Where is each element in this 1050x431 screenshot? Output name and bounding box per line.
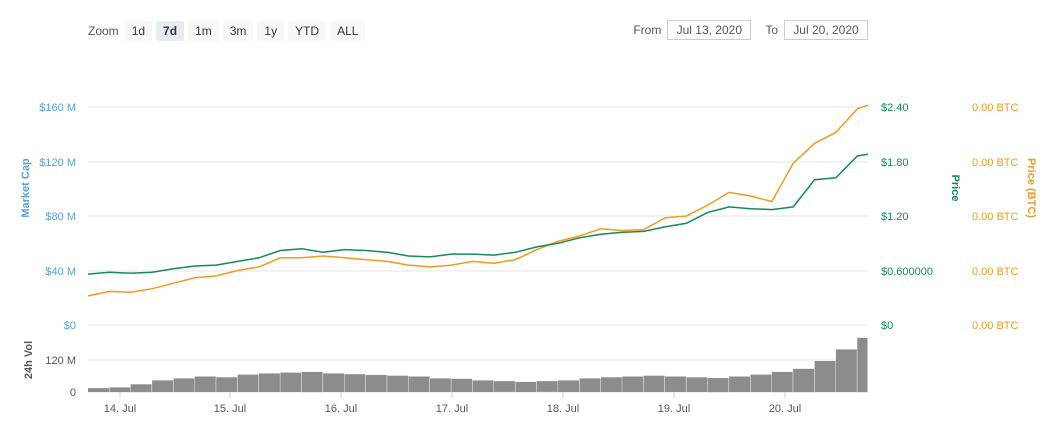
volume-bar (323, 373, 344, 392)
price-btc-axis-title: Price (BTC) (1025, 158, 1037, 218)
volume-bar (707, 378, 729, 393)
volume-bar (665, 376, 686, 392)
volume-axis-title: 24h Vol (23, 341, 35, 379)
volume-bar (600, 377, 622, 392)
market-cap-tick: $160 M (39, 102, 76, 114)
volume-bar (558, 380, 579, 392)
market-cap-tick: $40 M (45, 266, 76, 278)
volume-bar (88, 388, 109, 392)
volume-bar (793, 368, 815, 393)
volume-bar (814, 361, 836, 392)
volume-tick: 0 (70, 387, 76, 399)
x-tick-label: 15. Jul (214, 403, 246, 415)
x-tick-label: 16. Jul (325, 403, 357, 415)
price-btc-tick: 0.00 BTC (972, 211, 1019, 223)
volume-bar (301, 371, 323, 393)
market-cap-tick: $120 M (39, 157, 76, 169)
volume-tick: 120 M (45, 355, 76, 367)
volume-bar (408, 376, 430, 392)
volume-bar (152, 380, 173, 392)
volume-bar (109, 387, 131, 392)
price-tick: $0.600000 (881, 266, 933, 278)
volume-bar (686, 377, 708, 392)
volume-bar (729, 376, 750, 392)
volume-bar (387, 375, 409, 392)
price-axis-title: Price (949, 175, 961, 202)
zoom-3m-button[interactable]: 3m (222, 21, 254, 41)
zoom-label: Zoom (88, 24, 119, 38)
volume-bar (130, 384, 152, 393)
market-cap-tick: $0 (64, 320, 76, 332)
x-tick-label: 17. Jul (436, 403, 468, 415)
zoom-all-button[interactable]: ALL (330, 21, 366, 41)
zoom-7d-button[interactable]: 7d (156, 21, 185, 41)
volume-bar (494, 381, 515, 392)
volume-bar (771, 371, 793, 393)
volume-bar (536, 381, 558, 392)
zoom-bar: Zoom 1d 7d 1m 3m 1y YTD ALL (88, 20, 369, 42)
volume-bar (857, 337, 868, 393)
x-tick-label: 20. Jul (769, 403, 801, 415)
price-usd-line (87, 153, 869, 275)
x-tick-label: 14. Jul (104, 403, 136, 415)
price-btc-tick: 0.00 BTC (972, 102, 1019, 114)
volume-bar (280, 372, 302, 392)
volume-bar (579, 378, 601, 392)
to-date-input[interactable] (784, 20, 868, 40)
price-tick: $1.20 (881, 211, 909, 223)
market-cap-tick: $80 M (45, 211, 76, 223)
volume-bar (835, 349, 857, 392)
x-tick-label: 19. Jul (658, 403, 690, 415)
from-date-input[interactable] (667, 20, 752, 40)
price-btc-tick: 0.00 BTC (972, 320, 1019, 332)
volume-bar (429, 378, 451, 392)
zoom-ytd-button[interactable]: YTD (288, 21, 327, 41)
price-tick: $0 (881, 320, 893, 332)
zoom-1m-button[interactable]: 1m (188, 21, 219, 41)
volume-bar (515, 381, 537, 392)
volume-bars (88, 337, 868, 393)
price-tick: $1.80 (881, 157, 909, 169)
x-tick-label: 18. Jul (547, 403, 579, 415)
volume-bar (622, 376, 644, 392)
price-btc-tick: 0.00 BTC (972, 157, 1019, 169)
market-cap-axis-title: Market Cap (20, 158, 32, 218)
zoom-1y-button[interactable]: 1y (257, 21, 285, 41)
volume-bar (237, 374, 259, 392)
volume-bar (365, 374, 387, 392)
from-label: From (633, 23, 662, 37)
volume-bar (216, 377, 238, 392)
volume-bar (451, 378, 473, 392)
volume-bar (750, 374, 772, 392)
volume-bar (259, 373, 280, 392)
volume-bar (643, 375, 665, 392)
volume-bar (344, 374, 366, 392)
price-tick: $2.40 (881, 102, 909, 114)
price-btc-line (87, 104, 869, 297)
to-label: To (765, 23, 778, 37)
volume-bar (472, 380, 494, 392)
volume-bar (173, 378, 195, 392)
date-range: From To (633, 20, 868, 40)
volume-bar (194, 376, 216, 392)
price-btc-tick: 0.00 BTC (972, 266, 1019, 278)
zoom-1d-button[interactable]: 1d (124, 21, 153, 41)
grid-lines (88, 106, 868, 398)
